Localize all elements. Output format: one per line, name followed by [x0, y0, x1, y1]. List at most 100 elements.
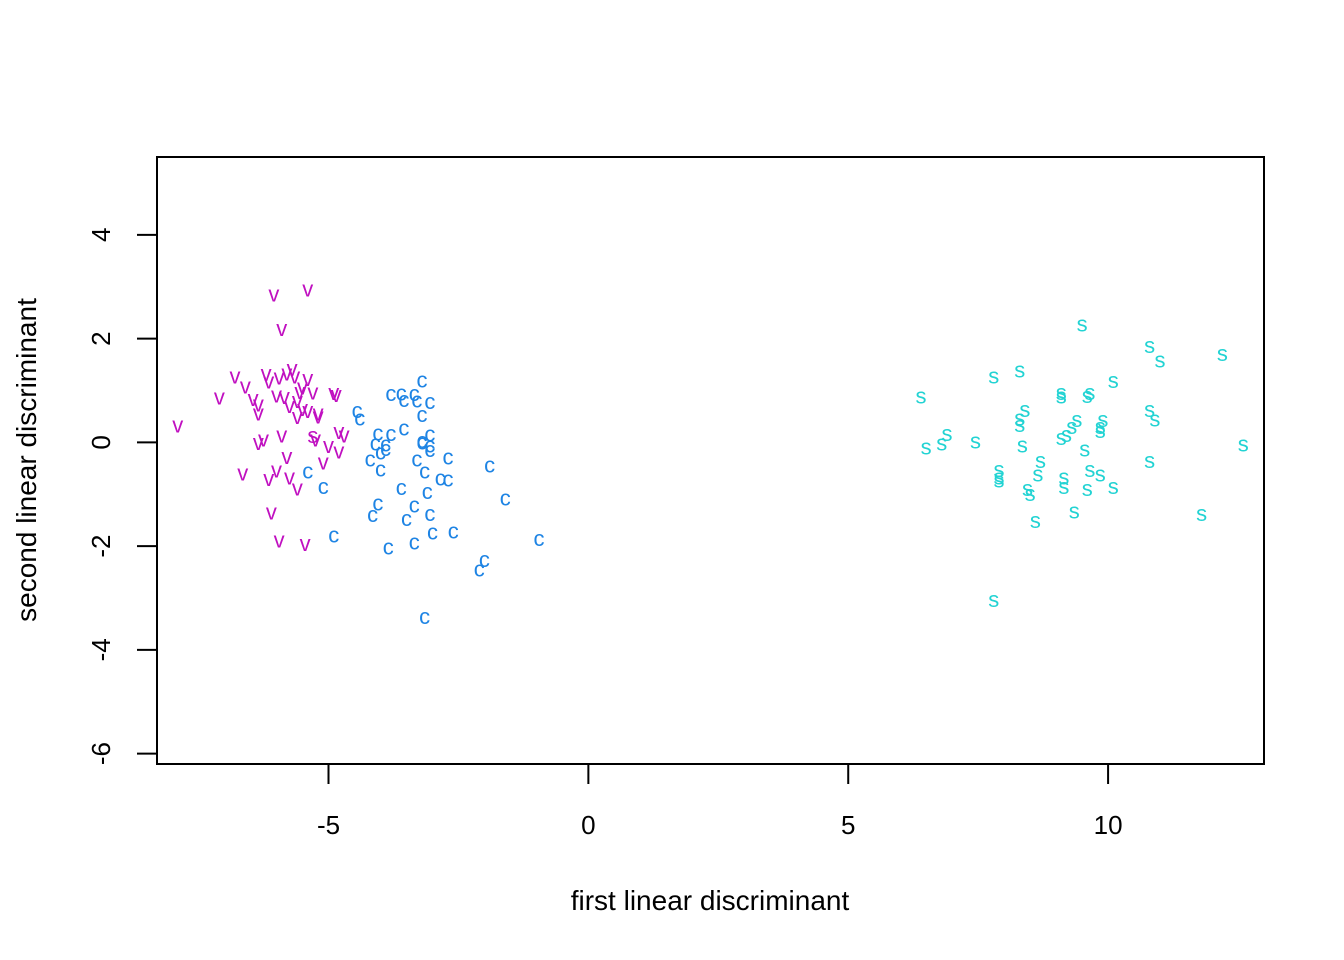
data-point-c: c: [411, 446, 422, 471]
data-point-v: v: [313, 403, 324, 428]
data-point-c: c: [380, 431, 391, 456]
data-point-s: s: [993, 465, 1004, 490]
data-point-v: v: [287, 356, 298, 381]
data-point-c: c: [385, 381, 396, 406]
data-point-s: s: [936, 430, 947, 455]
data-point-s: s: [988, 363, 999, 388]
data-point-c: c: [500, 485, 511, 510]
data-point-v: v: [237, 460, 248, 485]
data-point-s: s: [1061, 422, 1072, 447]
data-point-v: v: [297, 374, 308, 399]
data-point-c: c: [385, 421, 396, 446]
data-point-c: c: [443, 444, 454, 469]
data-point-v: v: [302, 276, 313, 301]
data-point-c: c: [367, 502, 378, 527]
data-point-s: s: [1095, 418, 1106, 443]
data-point-v: v: [266, 499, 277, 524]
data-point-c: c: [533, 526, 544, 551]
data-point-s: s: [1144, 397, 1155, 422]
data-point-c: c: [328, 523, 339, 548]
data-point-s: s: [1144, 333, 1155, 358]
data-point-v: v: [172, 413, 183, 438]
data-point-s: s: [1069, 498, 1080, 523]
data-point-v: v: [318, 450, 329, 475]
data-point-c: c: [401, 506, 412, 531]
data-point-c: c: [354, 405, 365, 430]
data-point-s: s: [1014, 412, 1025, 437]
data-point-s: s: [1217, 341, 1228, 366]
data-point-s: s: [1082, 383, 1093, 408]
data-point-c: c: [411, 387, 422, 412]
data-point-v: v: [271, 457, 282, 482]
data-point-v: v: [261, 361, 272, 386]
data-point-s: s: [988, 587, 999, 612]
data-point-c: c: [424, 422, 435, 447]
data-point-v: v: [331, 382, 342, 407]
data-point-s: s: [1014, 405, 1025, 430]
data-point-s: s: [1014, 358, 1025, 383]
data-point-s: s: [1084, 380, 1095, 405]
data-point-s: s: [921, 435, 932, 460]
data-point-v: v: [302, 366, 313, 391]
data-point-s: s: [1095, 462, 1106, 487]
data-point-v: v: [229, 363, 240, 388]
data-point-c: c: [424, 501, 435, 526]
data-point-c: c: [435, 466, 446, 491]
y-tick-label: 0: [86, 435, 116, 449]
data-point-v: v: [271, 383, 282, 408]
data-point-s: s: [1066, 414, 1077, 439]
data-point-v: v: [328, 380, 339, 405]
data-point-v: v: [310, 427, 321, 452]
data-point-c: c: [396, 475, 407, 500]
data-point-s: s: [1144, 448, 1155, 473]
data-point-s: s: [970, 428, 981, 453]
data-point-v: v: [281, 360, 292, 385]
data-point-c: c: [417, 429, 428, 454]
data-point-s: s: [1056, 380, 1067, 405]
data-point-c: c: [409, 529, 420, 554]
x-tick-label: 10: [1094, 810, 1123, 840]
y-tick-label: -4: [86, 638, 116, 661]
data-point-s: s: [1058, 474, 1069, 499]
data-point-c: c: [352, 398, 363, 423]
data-point-v: v: [333, 439, 344, 464]
data-point-c: c: [372, 491, 383, 516]
data-point-c: c: [372, 421, 383, 446]
data-point-v: v: [258, 427, 269, 452]
data-point-s: s: [1058, 465, 1069, 490]
data-point-v: v: [297, 396, 308, 421]
data-point-c: c: [409, 493, 420, 518]
data-point-s: s: [1056, 425, 1067, 450]
data-point-c: c: [375, 456, 386, 481]
y-tick-label: -2: [86, 535, 116, 558]
x-axis: -5 0 5 10: [317, 763, 1123, 840]
data-point-c: c: [417, 368, 428, 393]
data-point-s: s: [1077, 312, 1088, 337]
data-point-v: v: [276, 316, 287, 341]
data-point-s: s: [1019, 397, 1030, 422]
data-point-v: v: [253, 400, 264, 425]
data-point-s: s: [1025, 481, 1036, 506]
data-point-s: s: [941, 421, 952, 446]
data-point-c: c: [422, 479, 433, 504]
data-point-c: c: [474, 556, 485, 581]
data-point-s: s: [1097, 407, 1108, 432]
data-point-s: s: [993, 468, 1004, 493]
data-point-v: v: [300, 531, 311, 556]
data-point-c: c: [396, 381, 407, 406]
data-point-s: s: [1238, 431, 1249, 456]
data-point-s: s: [993, 457, 1004, 482]
data-point-s: s: [1084, 457, 1095, 482]
data-point-v: v: [339, 423, 350, 448]
data-point-v: v: [276, 423, 287, 448]
data-point-s: s: [1155, 347, 1166, 372]
y-axis: -6 -4 -2 0 2 4: [86, 228, 158, 765]
data-point-v: v: [307, 380, 318, 405]
data-point-v: v: [253, 430, 264, 455]
data-point-s: s: [1035, 448, 1046, 473]
data-point-v: v: [284, 393, 295, 418]
data-point-v: v: [289, 363, 300, 388]
data-point-v: v: [274, 527, 285, 552]
